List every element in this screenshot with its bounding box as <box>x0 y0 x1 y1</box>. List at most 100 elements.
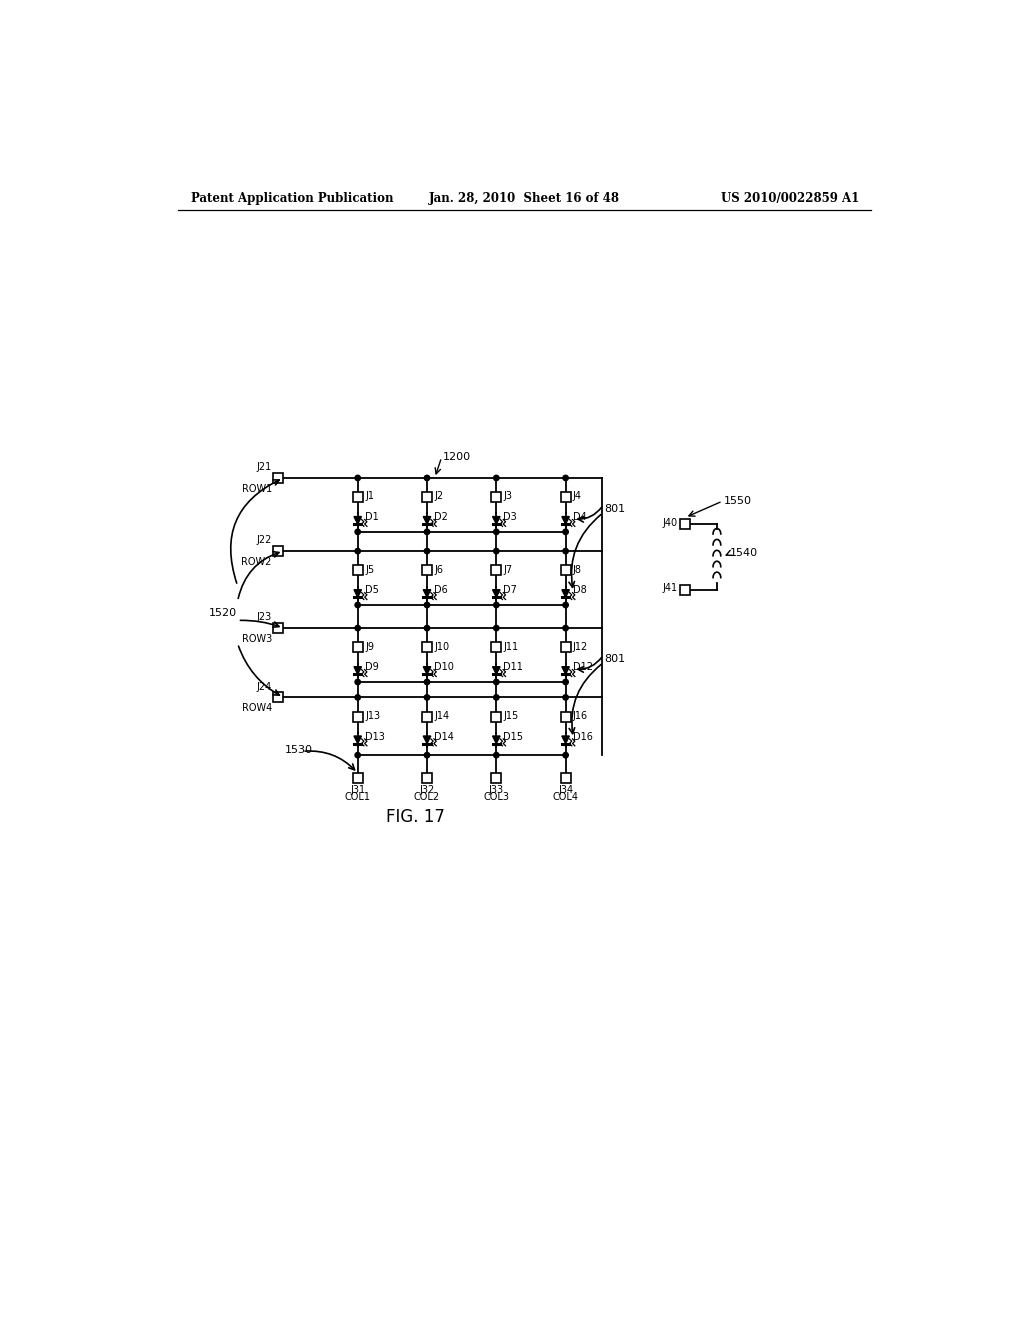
Bar <box>273 546 284 556</box>
Circle shape <box>563 626 568 631</box>
Text: J22: J22 <box>256 536 271 545</box>
Text: Patent Application Publication: Patent Application Publication <box>190 191 393 205</box>
Bar <box>492 565 502 576</box>
Text: ROW3: ROW3 <box>242 634 271 644</box>
Bar <box>492 492 502 502</box>
Text: J40: J40 <box>663 517 678 528</box>
Bar <box>273 623 284 634</box>
Bar <box>422 492 432 502</box>
Bar <box>680 519 690 529</box>
Text: D6: D6 <box>434 585 447 595</box>
Text: 801: 801 <box>604 653 626 664</box>
Circle shape <box>494 475 499 480</box>
Text: D10: D10 <box>434 663 454 672</box>
Bar <box>560 774 570 783</box>
Text: D12: D12 <box>572 663 593 672</box>
Bar <box>492 774 502 783</box>
Polygon shape <box>354 516 361 524</box>
Circle shape <box>494 680 499 685</box>
Text: J13: J13 <box>365 711 380 721</box>
Text: D15: D15 <box>503 731 523 742</box>
Polygon shape <box>562 516 569 524</box>
Bar <box>422 711 432 722</box>
Bar <box>352 492 362 502</box>
Text: J1: J1 <box>365 491 374 502</box>
Text: D9: D9 <box>365 663 379 672</box>
Polygon shape <box>354 667 361 675</box>
Bar <box>492 711 502 722</box>
Circle shape <box>424 752 430 758</box>
Text: D13: D13 <box>365 731 385 742</box>
Circle shape <box>563 602 568 607</box>
Text: ROW2: ROW2 <box>242 557 271 566</box>
Circle shape <box>494 752 499 758</box>
Circle shape <box>563 680 568 685</box>
Polygon shape <box>562 590 569 597</box>
Text: J10: J10 <box>434 642 450 652</box>
Circle shape <box>424 680 430 685</box>
Text: J3: J3 <box>504 491 513 502</box>
Circle shape <box>424 529 430 535</box>
Bar <box>422 774 432 783</box>
Polygon shape <box>493 737 500 743</box>
Text: FIG. 17: FIG. 17 <box>386 808 444 826</box>
Circle shape <box>355 626 360 631</box>
Text: J4: J4 <box>572 491 582 502</box>
Text: J32: J32 <box>420 785 434 795</box>
Circle shape <box>563 694 568 700</box>
Text: D7: D7 <box>503 585 517 595</box>
Polygon shape <box>423 516 431 524</box>
Circle shape <box>355 602 360 607</box>
Text: J7: J7 <box>504 565 513 574</box>
Bar <box>352 643 362 652</box>
Text: D11: D11 <box>503 663 523 672</box>
Text: J41: J41 <box>663 583 678 593</box>
Text: 1550: 1550 <box>724 496 752 506</box>
Bar <box>352 711 362 722</box>
Text: COL4: COL4 <box>553 792 579 803</box>
Text: D1: D1 <box>365 512 379 523</box>
Text: 1200: 1200 <box>442 453 471 462</box>
Text: D4: D4 <box>572 512 587 523</box>
Polygon shape <box>354 590 361 597</box>
Text: D14: D14 <box>434 731 454 742</box>
Circle shape <box>355 694 360 700</box>
Circle shape <box>494 529 499 535</box>
Text: COL3: COL3 <box>483 792 509 803</box>
Text: J6: J6 <box>434 565 443 574</box>
Text: COL1: COL1 <box>345 792 371 803</box>
Text: J14: J14 <box>434 711 450 721</box>
Bar <box>560 643 570 652</box>
Polygon shape <box>354 737 361 743</box>
Circle shape <box>355 529 360 535</box>
Text: J34: J34 <box>558 785 573 795</box>
Polygon shape <box>423 667 431 675</box>
Text: J9: J9 <box>365 642 374 652</box>
Circle shape <box>563 475 568 480</box>
Text: J15: J15 <box>504 711 519 721</box>
Text: COL2: COL2 <box>414 792 440 803</box>
Text: ROW1: ROW1 <box>242 483 271 494</box>
Polygon shape <box>493 516 500 524</box>
Circle shape <box>494 548 499 554</box>
Bar <box>492 643 502 652</box>
Text: 1530: 1530 <box>285 744 312 755</box>
Circle shape <box>355 752 360 758</box>
Circle shape <box>494 694 499 700</box>
Text: D16: D16 <box>572 731 593 742</box>
Circle shape <box>424 602 430 607</box>
Bar <box>560 565 570 576</box>
Bar <box>422 565 432 576</box>
Text: 1540: 1540 <box>730 548 758 558</box>
Text: J21: J21 <box>257 462 271 473</box>
Bar <box>680 585 690 594</box>
Text: J8: J8 <box>572 565 582 574</box>
Circle shape <box>355 548 360 554</box>
Circle shape <box>424 548 430 554</box>
Bar <box>422 643 432 652</box>
Polygon shape <box>423 737 431 743</box>
Circle shape <box>355 475 360 480</box>
Bar <box>560 492 570 502</box>
Text: ROW4: ROW4 <box>242 704 271 713</box>
Text: J12: J12 <box>572 642 588 652</box>
